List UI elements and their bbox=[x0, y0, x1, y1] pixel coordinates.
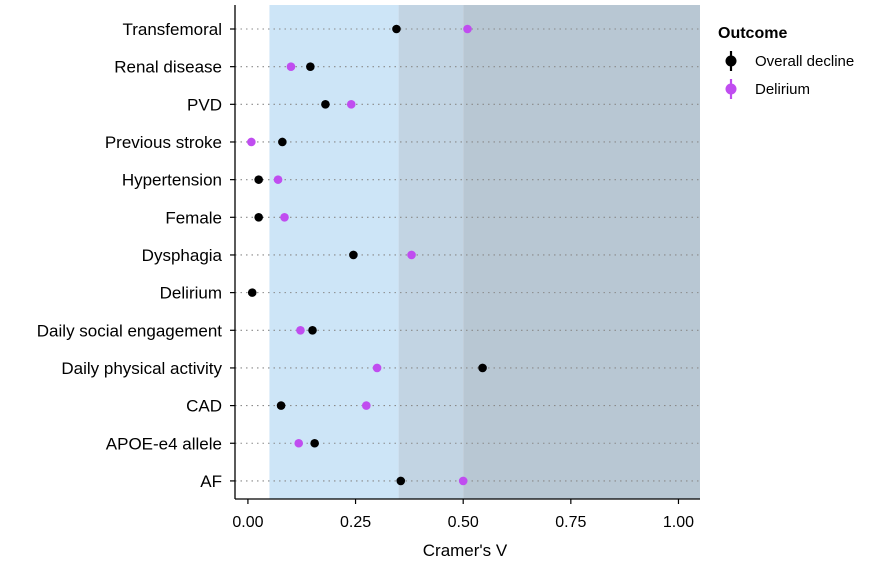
point-overall-decline bbox=[392, 24, 401, 34]
point-overall-decline bbox=[276, 401, 286, 410]
x-tick-label: 0.25 bbox=[340, 514, 371, 531]
point-overall-decline bbox=[254, 213, 263, 222]
y-tick-label: Renal disease bbox=[114, 58, 222, 77]
y-tick-label: Daily physical activity bbox=[61, 359, 222, 378]
point-overall-decline bbox=[308, 325, 317, 335]
x-tick-label: 0.50 bbox=[448, 514, 479, 531]
y-tick-label: CAD bbox=[186, 397, 222, 416]
y-tick-label: Dysphagia bbox=[142, 246, 223, 265]
axes bbox=[230, 5, 700, 504]
y-tick-label: PVD bbox=[187, 95, 222, 114]
point-delirium bbox=[407, 250, 416, 260]
point-overall-decline bbox=[247, 288, 257, 297]
legend-title: Outcome bbox=[718, 25, 787, 42]
point-delirium bbox=[286, 62, 296, 71]
point-overall-decline bbox=[254, 175, 263, 184]
point-delirium bbox=[247, 137, 256, 147]
x-tick-label: 0.00 bbox=[232, 514, 263, 531]
band-0 bbox=[269, 5, 399, 499]
data-points bbox=[247, 24, 487, 486]
band-1 bbox=[398, 5, 464, 499]
legend-label: Overall decline bbox=[755, 53, 854, 70]
point-overall-decline bbox=[306, 62, 315, 71]
point-delirium bbox=[346, 100, 356, 109]
y-tick-label: Previous stroke bbox=[105, 133, 222, 152]
point-delirium bbox=[273, 175, 283, 184]
point-delirium bbox=[463, 24, 472, 34]
point-overall-decline bbox=[349, 250, 358, 260]
point-delirium bbox=[458, 476, 468, 486]
x-tick-labels: 0.00 0.25 0.50 0.75 1.00 bbox=[232, 514, 694, 531]
point-delirium bbox=[372, 363, 382, 373]
significance-bands bbox=[269, 5, 700, 499]
point-overall-decline bbox=[278, 137, 287, 147]
point-delirium bbox=[362, 401, 371, 410]
point-overall-decline bbox=[321, 100, 330, 109]
legend-key-dot bbox=[725, 55, 737, 67]
x-axis-title: Cramer's V bbox=[423, 541, 508, 560]
legend: Outcome Overall decline Delirium bbox=[718, 25, 854, 99]
point-overall-decline bbox=[396, 476, 406, 486]
y-tick-label: Hypertension bbox=[122, 171, 222, 190]
y-tick-label: Female bbox=[165, 208, 222, 227]
point-overall-decline bbox=[310, 438, 319, 448]
band-2 bbox=[463, 5, 700, 499]
point-delirium bbox=[294, 438, 304, 448]
y-tick-label: Daily social engagement bbox=[37, 321, 222, 340]
y-tick-label: AF bbox=[200, 472, 222, 491]
point-delirium bbox=[280, 213, 289, 222]
y-tick-label: Transfemoral bbox=[122, 20, 222, 39]
x-tick-label: 1.00 bbox=[663, 514, 694, 531]
legend-label: Delirium bbox=[755, 81, 810, 98]
y-tick-label: Delirium bbox=[160, 284, 222, 303]
x-tick-label: 0.75 bbox=[555, 514, 586, 531]
y-tick-label: APOE-e4 allele bbox=[106, 434, 222, 453]
y-tick-labels: Transfemoral Renal disease PVD Previous str… bbox=[37, 20, 223, 491]
point-delirium bbox=[296, 325, 305, 335]
point-overall-decline bbox=[478, 363, 487, 373]
legend-key-dot bbox=[725, 83, 737, 95]
